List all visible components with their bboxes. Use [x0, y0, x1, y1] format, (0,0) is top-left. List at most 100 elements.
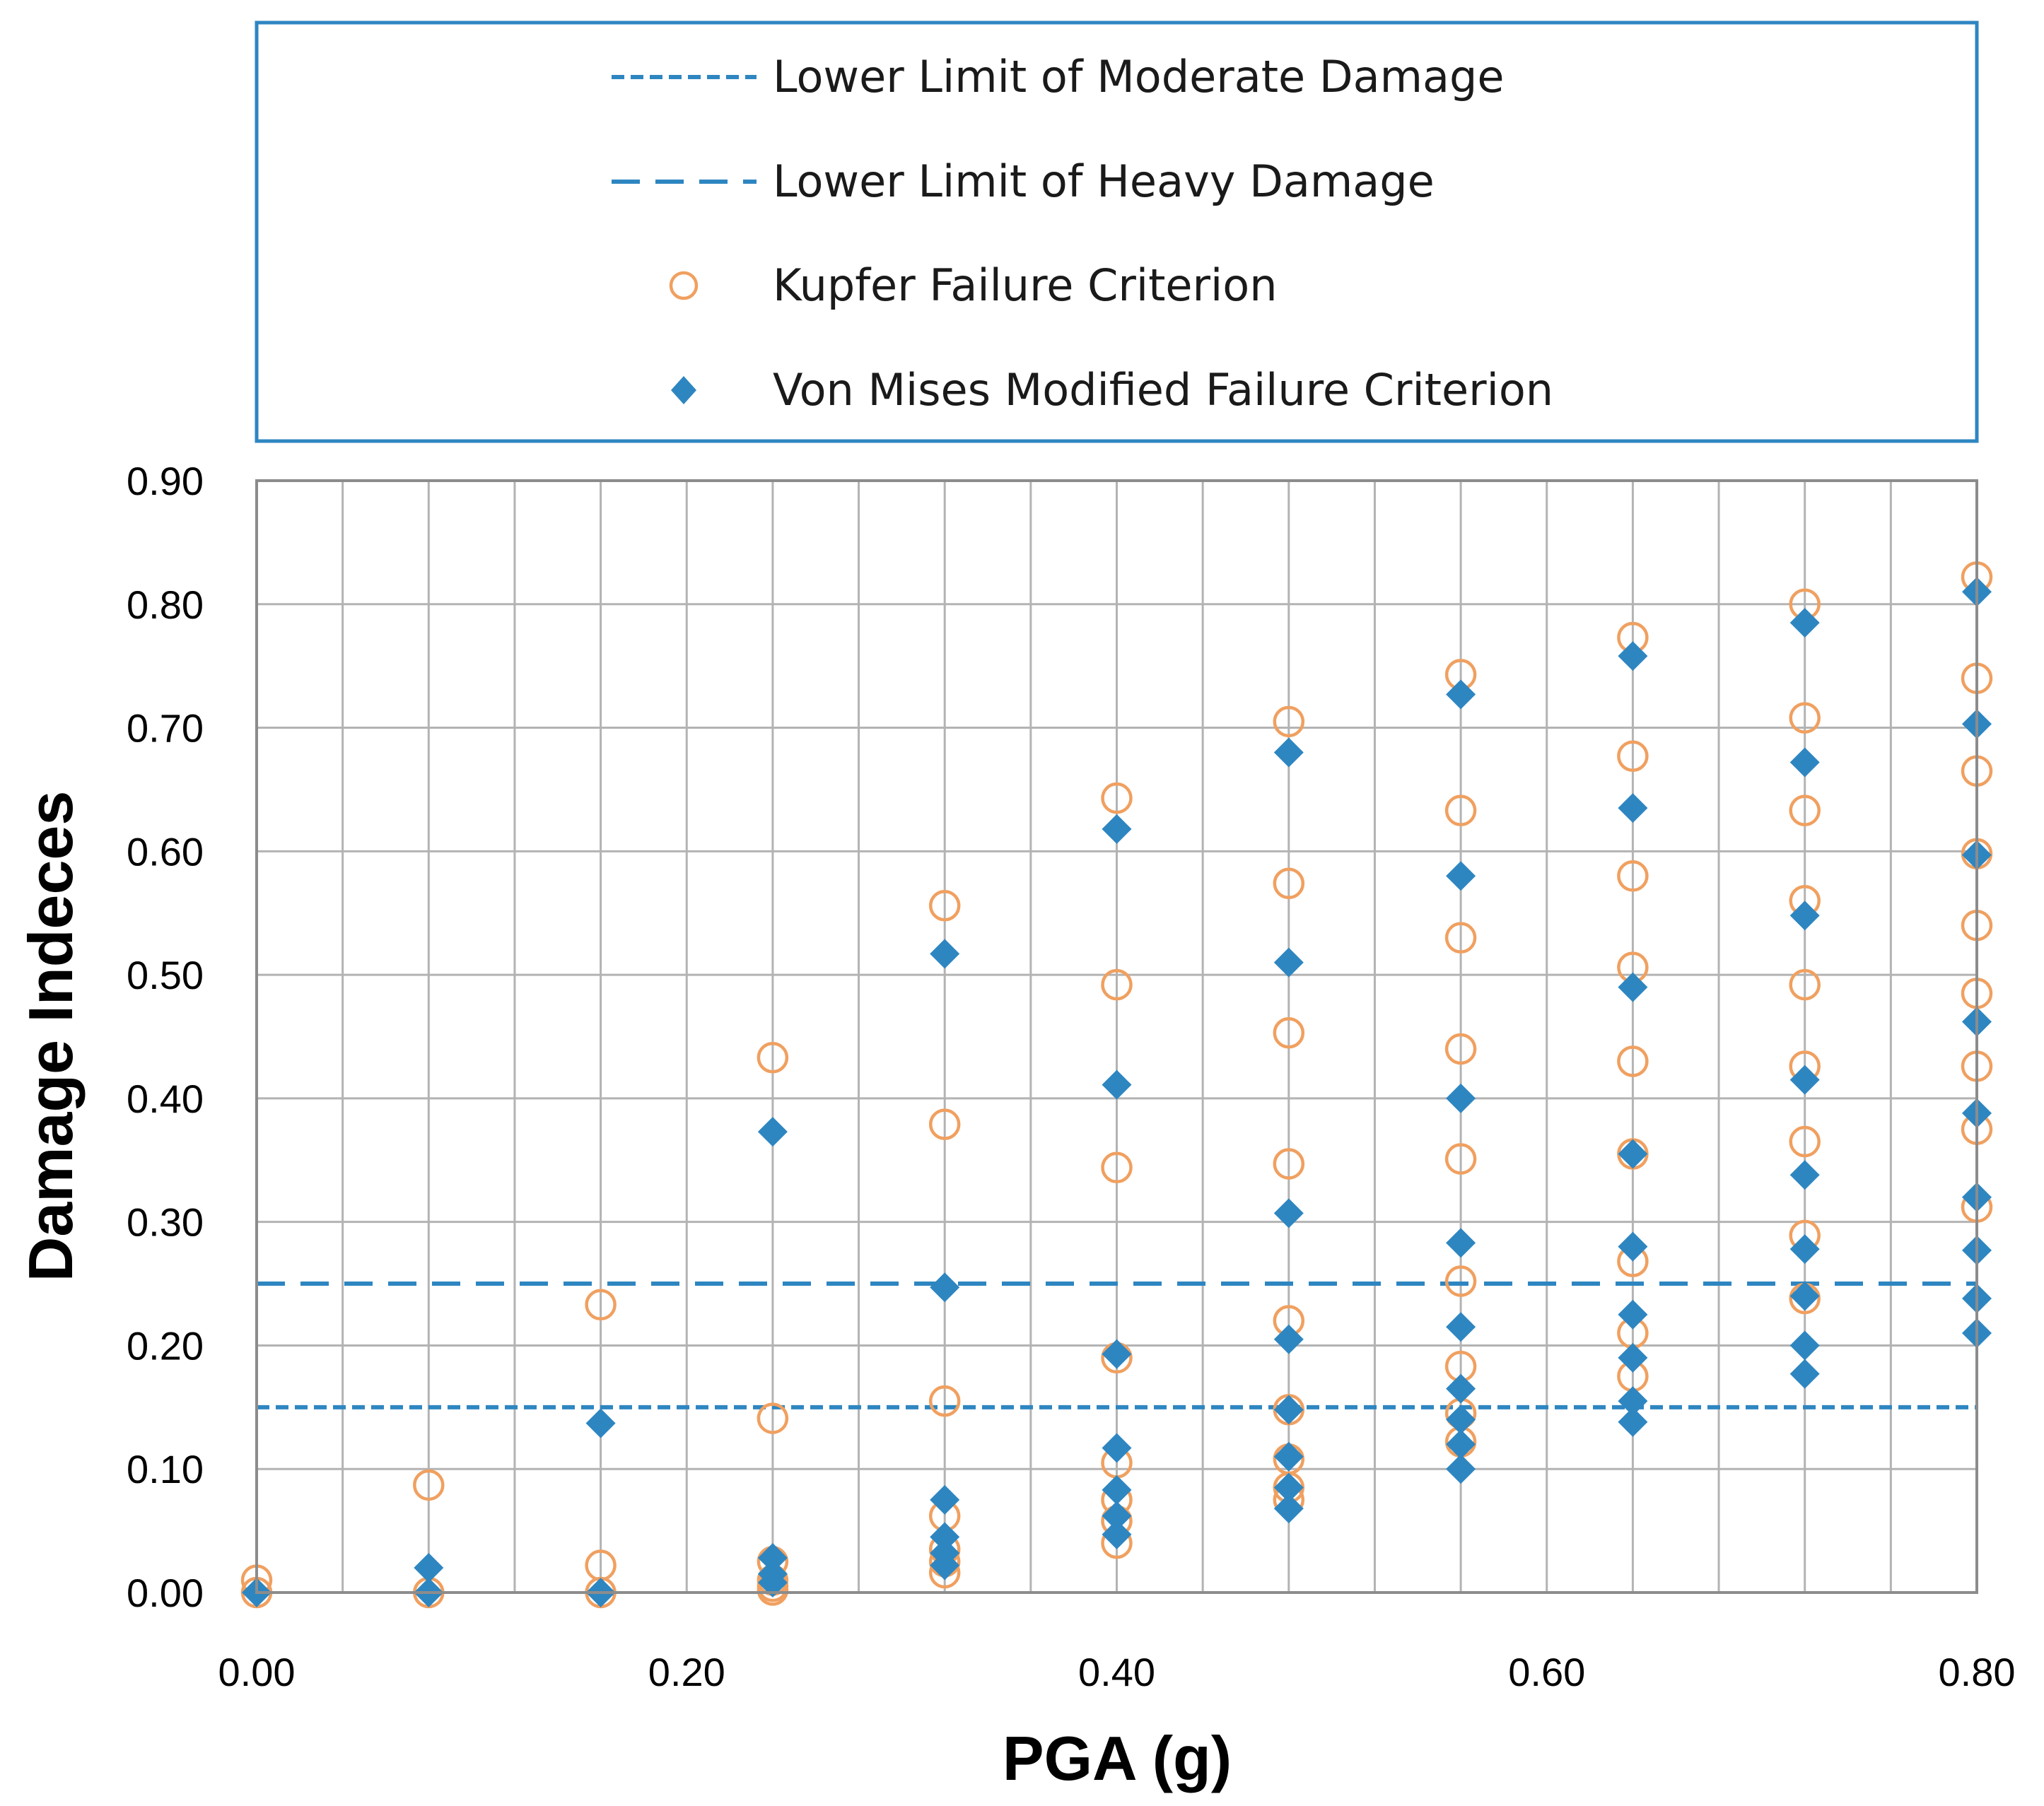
legend: Lower Limit of Moderate Damage Lower Lim… [255, 20, 1979, 443]
von-mises-point [1102, 1433, 1132, 1463]
von-mises-point [585, 1408, 616, 1438]
x-tick-label: 0.80 [1939, 1650, 2016, 1694]
legend-filled-diamond-icon [671, 376, 696, 404]
von-mises-point [1618, 1139, 1648, 1169]
legend-open-circle-icon [669, 271, 699, 300]
x-axis-title: PGA (g) [1003, 1723, 1232, 1793]
kupfer-point [1273, 1148, 1305, 1180]
von-mises-point [930, 1484, 960, 1515]
von-mises-point [930, 1272, 960, 1303]
von-mises-point [414, 1553, 444, 1583]
kupfer-point [585, 1289, 617, 1321]
von-mises-point [1446, 1454, 1476, 1484]
von-mises-point [930, 1550, 960, 1581]
legend-label-kupfer: Kupfer Failure Criterion [773, 259, 1277, 311]
kupfer-point [1617, 740, 1649, 773]
von-mises-point [1273, 947, 1304, 978]
y-tick-label: 0.60 [127, 829, 204, 874]
von-mises-point [1618, 1386, 1648, 1417]
von-mises-point [1446, 1312, 1476, 1342]
kupfer-point [757, 1041, 789, 1074]
von-mises-point [1789, 1065, 1820, 1095]
x-tick-label: 0.20 [648, 1650, 725, 1694]
von-mises-point [757, 1543, 788, 1573]
kupfer-point [1273, 705, 1305, 738]
y-tick-label: 0.80 [127, 582, 204, 627]
kupfer-point [1444, 922, 1477, 954]
kupfer-point [1101, 1151, 1133, 1184]
von-mises-point [1789, 1160, 1820, 1190]
y-tick-label: 0.30 [127, 1200, 204, 1245]
von-mises-point [1102, 1474, 1132, 1505]
grid [257, 481, 1977, 1593]
von-mises-point [757, 1568, 788, 1598]
kupfer-point [1444, 1143, 1477, 1175]
von-mises-point [1102, 1339, 1132, 1369]
kupfer-point [928, 1108, 961, 1140]
x-tick-label: 0.00 [218, 1650, 296, 1694]
von-mises-point [1446, 1373, 1476, 1404]
von-mises-point [757, 1117, 788, 1147]
von-mises-point [1618, 1231, 1648, 1262]
von-mises-point [1446, 861, 1476, 891]
y-tick-label: 0.50 [127, 953, 204, 997]
kupfer-point [1789, 702, 1821, 734]
kupfer-point [1101, 782, 1133, 814]
von-mises-point [1789, 607, 1820, 638]
x-tick-label: 0.40 [1078, 1650, 1155, 1694]
von-mises-point [1446, 1083, 1476, 1113]
von-mises-point [1789, 1234, 1820, 1265]
von-mises-point [1446, 679, 1476, 710]
kupfer-point [1273, 867, 1305, 900]
von-mises-point [1789, 1330, 1820, 1361]
legend-box [255, 20, 1979, 443]
von-mises-point [1102, 1501, 1132, 1531]
von-mises-point [1618, 793, 1648, 823]
von-mises-point [1273, 1395, 1304, 1425]
von-mises-point [1618, 1407, 1648, 1437]
von-mises-point [1446, 1228, 1476, 1258]
kupfer-point [1444, 1265, 1477, 1297]
kupfer-point [1617, 860, 1649, 892]
kupfer-point [1101, 968, 1133, 1001]
von-mises-point [1618, 641, 1648, 672]
von-mises-point [1273, 1324, 1304, 1354]
kupfer-point [1444, 794, 1477, 826]
x-tick-label: 0.60 [1508, 1650, 1585, 1694]
plot-area-border [255, 479, 1978, 1594]
von-mises-point [1102, 1069, 1132, 1100]
y-tick-label: 0.20 [127, 1323, 204, 1368]
von-mises-point [1789, 1359, 1820, 1389]
kupfer-point [1444, 1033, 1477, 1065]
kupfer-point [928, 889, 961, 922]
von-mises-point [1102, 814, 1132, 844]
kupfer-point [1789, 1125, 1821, 1158]
von-mises-point [1618, 1299, 1648, 1330]
von-mises-point [1618, 972, 1648, 1002]
von-mises-point [1446, 1405, 1476, 1435]
von-mises-point [1102, 1519, 1132, 1549]
von-mises-point [1273, 1198, 1304, 1229]
von-mises-point [1789, 1281, 1820, 1311]
y-tick-label: 0.70 [127, 706, 204, 751]
von-mises-point [1789, 901, 1820, 931]
y-tick-label: 0.40 [127, 1077, 204, 1121]
kupfer-point [1617, 1045, 1649, 1077]
von-mises-point [1446, 1429, 1476, 1460]
kupfer-point [1789, 794, 1821, 826]
kupfer-point [757, 1402, 789, 1434]
kupfer-point [928, 1385, 961, 1417]
y-axis-title: Damage Indeces [16, 791, 86, 1282]
von-mises-point [1273, 1472, 1304, 1503]
legend-label-heavy-damage: Lower Limit of Heavy Damage [773, 156, 1435, 207]
von-mises-point [1789, 747, 1820, 778]
legend-label-von-mises: Von Mises Modified Failure Criterion [773, 364, 1553, 416]
y-tick-label: 0.10 [127, 1447, 204, 1491]
legend-label-moderate-damage: Lower Limit of Moderate Damage [773, 51, 1505, 102]
von-mises-point [1618, 1342, 1648, 1373]
von-mises-point [1273, 737, 1304, 768]
y-tick-label: 0.00 [127, 1571, 204, 1615]
von-mises-point [930, 1522, 960, 1552]
kupfer-point [413, 1469, 445, 1501]
